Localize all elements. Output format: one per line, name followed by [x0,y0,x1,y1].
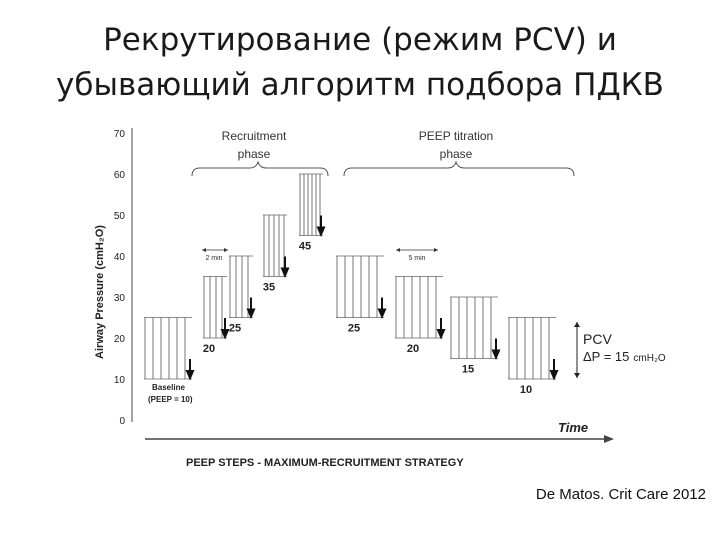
peep-arrow [220,318,230,340]
recruitment-phase-brace [191,160,329,177]
y-tick-label: 20 [114,334,126,345]
waveform-lines [203,276,223,338]
peep-step-label: 25 [348,323,360,335]
pressure-waveforms: 20 25 35 45 25 20 15 10 [144,173,559,396]
waveform-bounds [299,173,323,236]
peep-arrow [549,359,559,381]
titration-phase-brace [343,160,575,177]
baseline-label: Baseline [152,383,185,392]
y-axis-ticks: 0 10 20 30 40 50 60 70 [114,129,126,427]
y-tick-label: 10 [114,375,126,386]
waveform-lines [263,215,285,277]
strategy-footer: PEEP STEPS - MAXIMUM-RECRUITMENT STRATEG… [186,457,464,469]
waveform-lines [229,256,249,318]
baseline-peep-label: (PEEP = 10) [148,395,193,404]
waveform-bounds [144,317,192,380]
waveform-block-2: 25 [229,255,256,335]
peep-step-label: 45 [299,241,311,253]
peep-step-label: 25 [229,323,241,335]
y-tick-label: 40 [114,252,126,263]
slide-title-line-1: Рекрутирование (режим PCV) и [103,22,617,58]
waveform-block-4: 45 [299,173,326,253]
y-tick-label: 0 [119,416,125,427]
waveform-bounds [395,276,443,339]
waveform-bounds [203,276,227,339]
y-axis-label: Airway Pressure (cmH₂O) [94,225,106,359]
y-tick-label: 70 [114,129,126,140]
waveform-lines [508,317,550,379]
y-tick-label: 60 [114,170,126,181]
waveform-block-5: 25 [336,255,387,335]
peep-arrow [316,215,326,238]
peep-arrow [280,256,290,279]
waveform-block-6: 20 [395,276,446,355]
waveform-block-7: 15 [450,296,501,376]
waveform-block-8: 10 [508,317,559,396]
waveform-bounds [508,317,556,380]
waveform-lines [450,297,492,359]
delta-p-label: ΔP = 15 cmH₂O [583,349,666,364]
y-tick-label: 30 [114,293,126,304]
y-tick-label: 50 [114,211,126,222]
peep-step-label: 20 [407,343,419,355]
interval-2min-label: 2 min [205,255,222,262]
citation: De Matos. Crit Care 2012 [535,486,706,503]
waveform-bounds [336,255,384,318]
waveform-lines [336,256,378,318]
slide-title-line-2: убывающий алгоритм подбора ПДКВ [56,67,664,103]
recruitment-phase-label-line1: Recruitment [222,129,287,143]
time-label: Time [558,420,588,435]
waveform-block-1: 20 [203,276,230,355]
recruitment-phase-label-line2: phase [238,147,271,161]
peep-step-label: 20 [203,343,215,355]
delta-p-value: ΔP = 15 [583,349,629,364]
peep-arrow [491,338,501,361]
waveform-bounds [263,214,287,277]
waveform-bounds [450,296,498,359]
peep-step-label: 35 [263,282,275,294]
peep-arrow [436,318,446,340]
peep-step-label: 15 [462,364,474,376]
slide-title: Рекрутирование (режим PCV) и убывающий а… [0,18,720,108]
peep-arrow [377,297,387,320]
waveform-lines [144,317,186,379]
waveform-lines [299,174,321,236]
waveform-bounds [229,255,253,318]
peep-arrow [185,359,195,381]
waveform-lines [395,276,437,338]
titration-phase-label-line1: PEEP titration [419,129,493,143]
titration-phase-label-line2: phase [440,147,473,161]
peep-step-label: 10 [520,384,532,396]
interval-5min-label: 5 min [408,255,425,262]
delta-p-unit: cmH₂O [633,353,665,364]
waveform-block-0 [144,317,195,381]
waveform-block-3: 35 [263,214,290,294]
time-arrowhead [604,435,614,443]
peep-arrow [246,297,256,320]
pcv-label: PCV [583,331,612,347]
